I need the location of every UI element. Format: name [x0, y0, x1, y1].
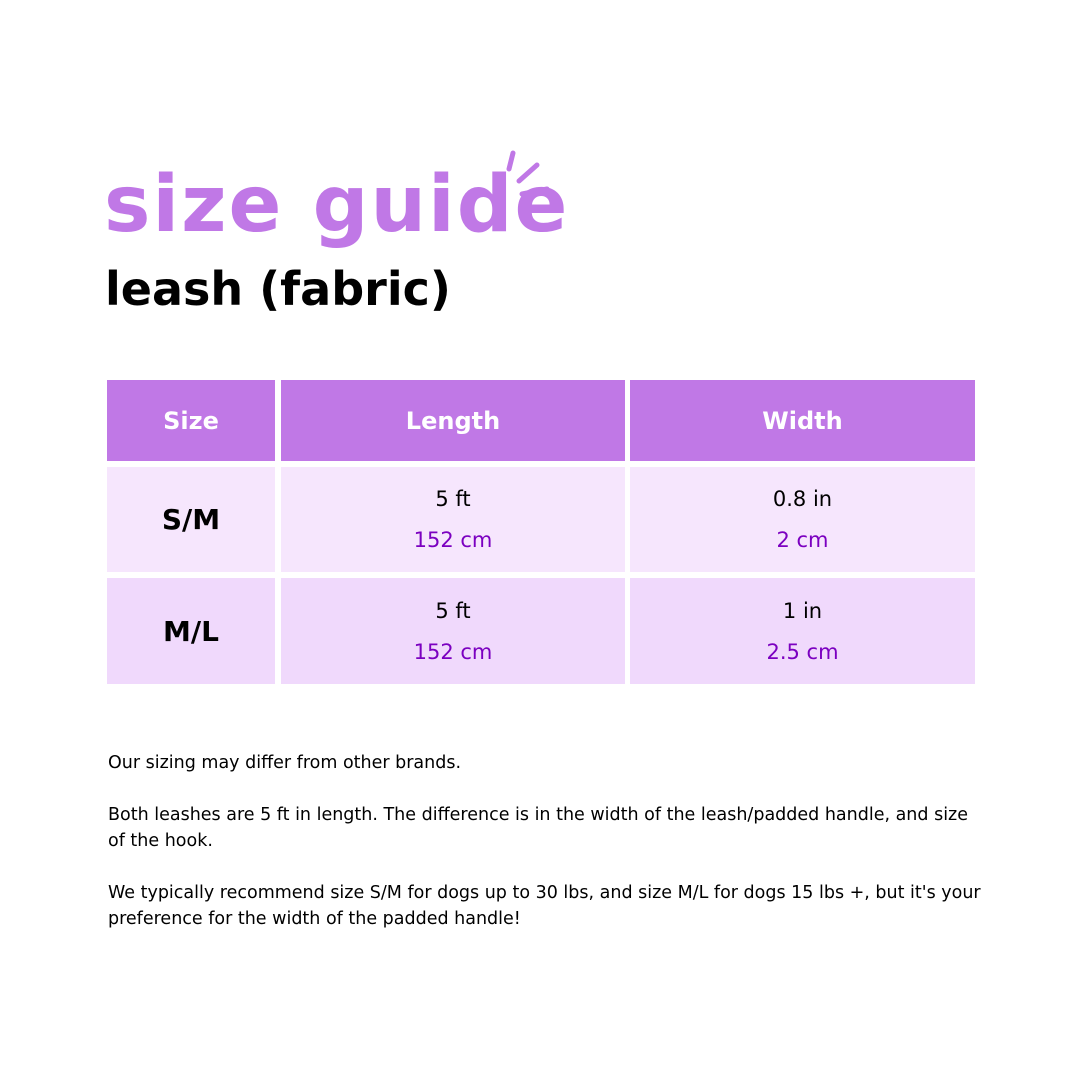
row-sm-length: 5 ft 152 cm [281, 467, 625, 572]
size-label: M/L [163, 614, 219, 648]
row-ml-width: 1 in 2.5 cm [630, 578, 975, 684]
row-ml-length: 5 ft 152 cm [281, 578, 625, 684]
page-title: size guide [104, 160, 570, 250]
header-size: Size [107, 380, 275, 461]
page-subtitle: leash (fabric) [105, 262, 451, 316]
length-metric: 152 cm [413, 528, 493, 552]
notes: Our sizing may differ from other brands.… [108, 750, 988, 958]
note-paragraph: Both leashes are 5 ft in length. The dif… [108, 805, 969, 851]
header-length: Length [281, 380, 625, 461]
note-paragraph: We typically recommend size S/M for dogs… [108, 883, 981, 929]
row-sm-width: 0.8 in 2 cm [630, 467, 975, 572]
length-imperial: 5 ft [435, 598, 471, 623]
row-sm-size: S/M [107, 467, 275, 572]
length-metric: 152 cm [413, 639, 493, 664]
sparkle-icon [506, 150, 550, 197]
width-metric: 2.5 cm [766, 639, 839, 664]
row-ml-size: M/L [107, 578, 275, 684]
note-paragraph: Our sizing may differ from other brands. [108, 753, 462, 773]
length-imperial: 5 ft [435, 487, 471, 511]
width-imperial: 0.8 in [772, 487, 833, 511]
width-imperial: 1 in [782, 598, 823, 623]
width-metric: 2 cm [776, 528, 829, 552]
header-width: Width [630, 380, 975, 461]
size-label: S/M [161, 503, 221, 536]
